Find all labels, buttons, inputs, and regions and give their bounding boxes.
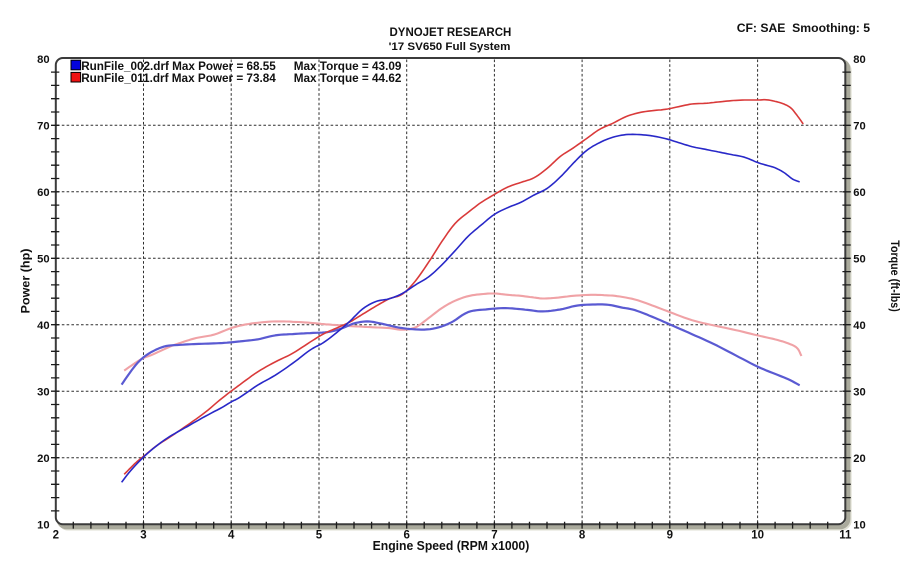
svg-text:10: 10 (751, 530, 764, 542)
svg-text:5: 5 (316, 530, 323, 542)
svg-text:3: 3 (140, 530, 146, 542)
svg-text:CF: SAE Smoothing: 5: CF: SAE Smoothing: 5 (737, 21, 870, 35)
svg-text:40: 40 (37, 320, 49, 332)
svg-text:6: 6 (403, 530, 409, 542)
svg-text:2: 2 (53, 530, 59, 542)
svg-text:RunFile_002.drf Max Power = 68: RunFile_002.drf Max Power = 68.55 (81, 59, 276, 73)
svg-text:Max Torque = 44.62: Max Torque = 44.62 (294, 71, 402, 85)
svg-text:30: 30 (37, 386, 49, 398)
svg-text:Power (hp): Power (hp) (21, 248, 33, 313)
svg-text:Torque (ft-lbs): Torque (ft-lbs) (888, 240, 900, 312)
svg-text:4: 4 (228, 530, 235, 542)
svg-text:80: 80 (37, 54, 49, 66)
svg-text:8: 8 (579, 530, 586, 542)
svg-text:20: 20 (37, 453, 49, 465)
svg-text:50: 50 (37, 253, 49, 265)
svg-text:30: 30 (853, 386, 865, 398)
svg-text:20: 20 (853, 453, 865, 465)
svg-text:Engine Speed (RPM x1000): Engine Speed (RPM x1000) (373, 538, 530, 553)
svg-text:10: 10 (37, 519, 49, 531)
svg-text:10: 10 (853, 519, 865, 531)
svg-text:50: 50 (853, 253, 865, 265)
svg-text:DYNOJET RESEARCH: DYNOJET RESEARCH (390, 25, 512, 39)
svg-text:Max Torque = 43.09: Max Torque = 43.09 (294, 59, 402, 73)
svg-text:RunFile_011.drf Max Power = 73: RunFile_011.drf Max Power = 73.84 (81, 71, 276, 85)
svg-text:40: 40 (853, 320, 865, 332)
svg-text:80: 80 (853, 54, 865, 66)
svg-text:7: 7 (491, 530, 497, 542)
svg-text:60: 60 (853, 187, 865, 199)
svg-text:11: 11 (839, 530, 852, 542)
svg-text:'17 SV650 Full System: '17 SV650 Full System (389, 41, 511, 53)
svg-text:9: 9 (667, 530, 673, 542)
svg-text:70: 70 (37, 120, 49, 132)
svg-text:60: 60 (37, 187, 49, 199)
svg-text:70: 70 (853, 120, 865, 132)
